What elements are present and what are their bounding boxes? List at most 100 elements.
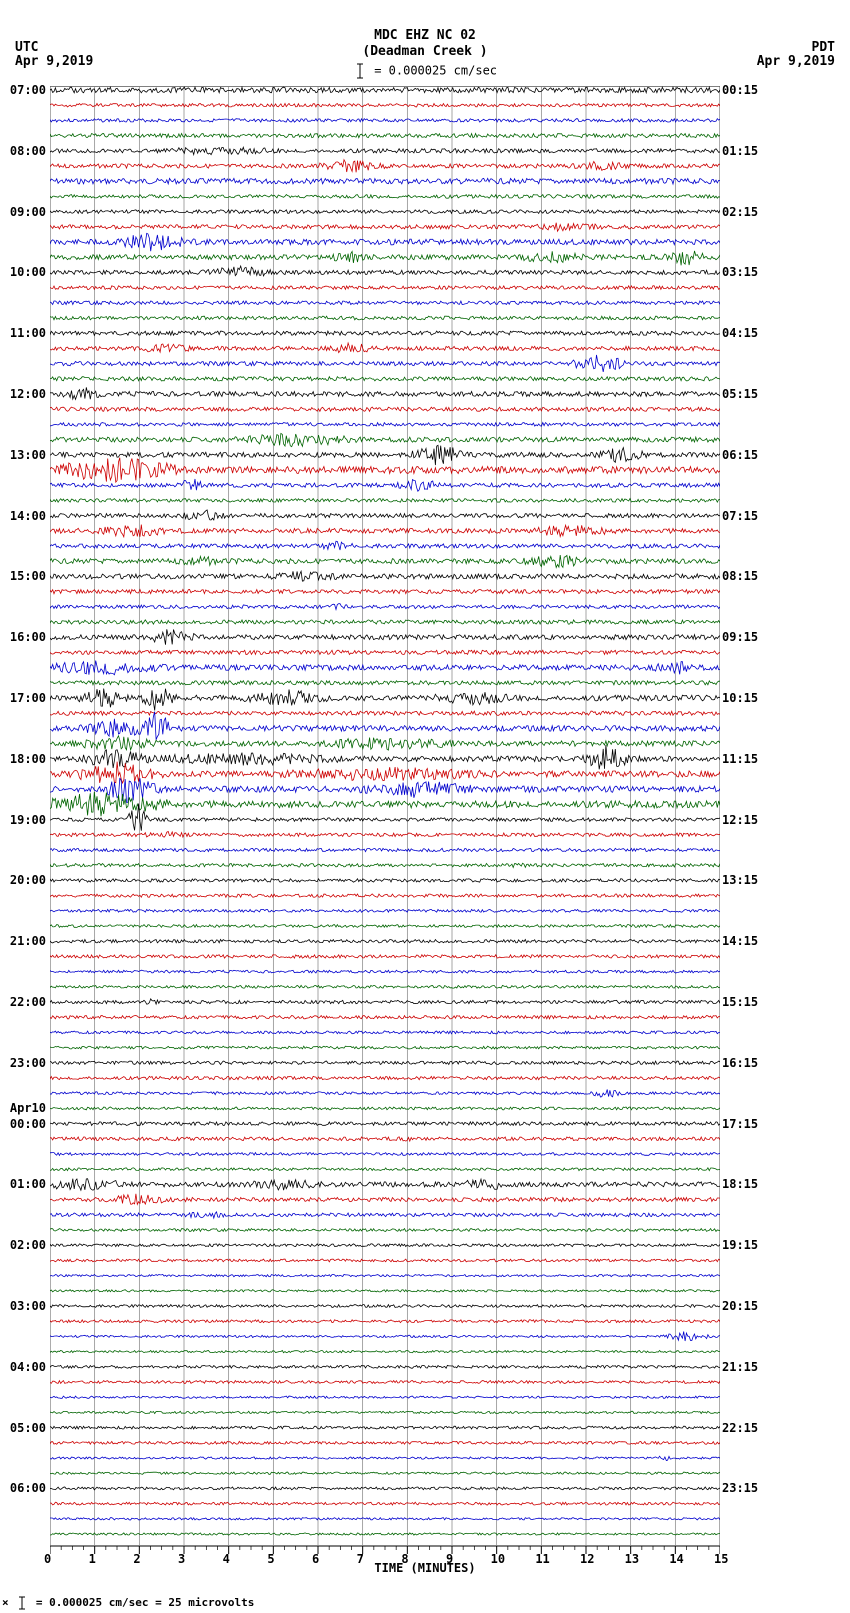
trace-row bbox=[50, 160, 720, 173]
trace-row bbox=[50, 832, 720, 838]
trace-row bbox=[50, 970, 720, 973]
left-time-label: 02:00 bbox=[0, 1238, 46, 1252]
trace-row bbox=[50, 1061, 720, 1064]
footer-text: = 0.000025 cm/sec = 25 microvolts bbox=[36, 1596, 255, 1609]
trace-row bbox=[50, 210, 720, 214]
trace-row bbox=[50, 1396, 720, 1398]
right-time-label: 12:15 bbox=[722, 813, 772, 827]
trace-row bbox=[50, 1275, 720, 1277]
right-time-label: 05:15 bbox=[722, 387, 772, 401]
trace-row bbox=[50, 331, 720, 335]
footer-scale: × = 0.000025 cm/sec = 25 microvolts bbox=[2, 1596, 254, 1610]
trace-row bbox=[50, 458, 720, 483]
trace-row bbox=[50, 1351, 720, 1353]
trace-row bbox=[50, 87, 720, 93]
trace-row bbox=[50, 745, 720, 769]
right-time-label: 13:15 bbox=[722, 873, 772, 887]
trace-row bbox=[50, 894, 720, 897]
trace-row bbox=[50, 650, 720, 654]
trace-row bbox=[50, 1107, 720, 1110]
left-time-label: 20:00 bbox=[0, 873, 46, 887]
trace-row bbox=[50, 681, 720, 685]
right-time-label: 19:15 bbox=[722, 1238, 772, 1252]
right-date: Apr 9,2019 bbox=[757, 54, 835, 69]
trace-row bbox=[50, 863, 720, 867]
trace-row bbox=[50, 940, 720, 943]
right-time-label: 08:15 bbox=[722, 569, 772, 583]
trace-row bbox=[50, 1456, 720, 1460]
trace-row bbox=[50, 1487, 720, 1490]
trace-row bbox=[50, 1533, 720, 1535]
right-time-label: 17:15 bbox=[722, 1117, 772, 1131]
trace-row bbox=[50, 1212, 720, 1218]
right-time-label: 03:15 bbox=[722, 265, 772, 279]
trace-row bbox=[50, 286, 720, 290]
right-timezone: PDT bbox=[812, 40, 835, 55]
trace-row bbox=[50, 104, 720, 107]
left-time-label: 11:00 bbox=[0, 326, 46, 340]
trace-row bbox=[50, 1031, 720, 1034]
trace-row bbox=[50, 1381, 720, 1384]
trace-row bbox=[50, 433, 720, 446]
trace-row bbox=[50, 377, 720, 381]
trace-row bbox=[50, 712, 720, 740]
left-time-label: 13:00 bbox=[0, 448, 46, 462]
trace-row bbox=[50, 629, 720, 644]
left-time-label: 05:00 bbox=[0, 1421, 46, 1435]
trace-row bbox=[50, 266, 720, 276]
trace-row bbox=[50, 736, 720, 750]
plot-area bbox=[50, 86, 720, 1546]
trace-row bbox=[50, 571, 720, 581]
trace-row bbox=[50, 301, 720, 305]
trace-row bbox=[50, 1122, 720, 1126]
trace-row bbox=[50, 1153, 720, 1156]
left-time-label: 01:00 bbox=[0, 1177, 46, 1191]
footer-prefix: × bbox=[2, 1596, 9, 1609]
seismogram-svg bbox=[50, 86, 720, 1566]
right-time-label: 15:15 bbox=[722, 995, 772, 1009]
trace-row bbox=[50, 1259, 720, 1262]
station-subtitle: (Deadman Creek ) bbox=[0, 44, 850, 59]
trace-row bbox=[50, 423, 720, 427]
left-time-label: 21:00 bbox=[0, 934, 46, 948]
right-time-label: 09:15 bbox=[722, 630, 772, 644]
trace-row bbox=[50, 985, 720, 988]
right-time-label: 02:15 bbox=[722, 205, 772, 219]
trace-row bbox=[50, 233, 720, 251]
trace-row bbox=[50, 510, 720, 520]
right-time-label: 18:15 bbox=[722, 1177, 772, 1191]
trace-row bbox=[50, 1365, 720, 1368]
trace-row bbox=[50, 1332, 720, 1342]
trace-row bbox=[50, 1168, 720, 1171]
left-time-label: 18:00 bbox=[0, 752, 46, 766]
left-time-label: 23:00 bbox=[0, 1056, 46, 1070]
trace-row bbox=[50, 1137, 720, 1141]
left-time-label: 09:00 bbox=[0, 205, 46, 219]
trace-row bbox=[50, 555, 720, 568]
trace-row bbox=[50, 195, 720, 199]
trace-row bbox=[50, 999, 720, 1004]
seismogram-container: MDC EHZ NC 02 (Deadman Creek ) = 0.00002… bbox=[0, 0, 850, 1613]
trace-row bbox=[50, 1229, 720, 1232]
trace-row bbox=[50, 251, 720, 265]
trace-row bbox=[50, 1290, 720, 1292]
left-time-label: 15:00 bbox=[0, 569, 46, 583]
trace-row bbox=[50, 711, 720, 715]
left-time-label: Apr10 bbox=[0, 1101, 46, 1115]
left-time-label: 07:00 bbox=[0, 83, 46, 97]
left-time-label: 08:00 bbox=[0, 144, 46, 158]
trace-row bbox=[50, 1076, 720, 1079]
left-time-label: 00:00 bbox=[0, 1117, 46, 1131]
trace-row bbox=[50, 848, 720, 851]
trace-row bbox=[50, 1046, 720, 1049]
trace-row bbox=[50, 178, 720, 184]
xaxis-label: TIME (MINUTES) bbox=[0, 1561, 850, 1575]
trace-row bbox=[50, 620, 720, 624]
trace-row bbox=[50, 1320, 720, 1323]
left-time-label: 17:00 bbox=[0, 691, 46, 705]
station-title: MDC EHZ NC 02 bbox=[0, 28, 850, 43]
trace-row bbox=[50, 355, 720, 372]
right-time-label: 04:15 bbox=[722, 326, 772, 340]
trace-row bbox=[50, 1472, 720, 1474]
trace-row bbox=[50, 590, 720, 594]
